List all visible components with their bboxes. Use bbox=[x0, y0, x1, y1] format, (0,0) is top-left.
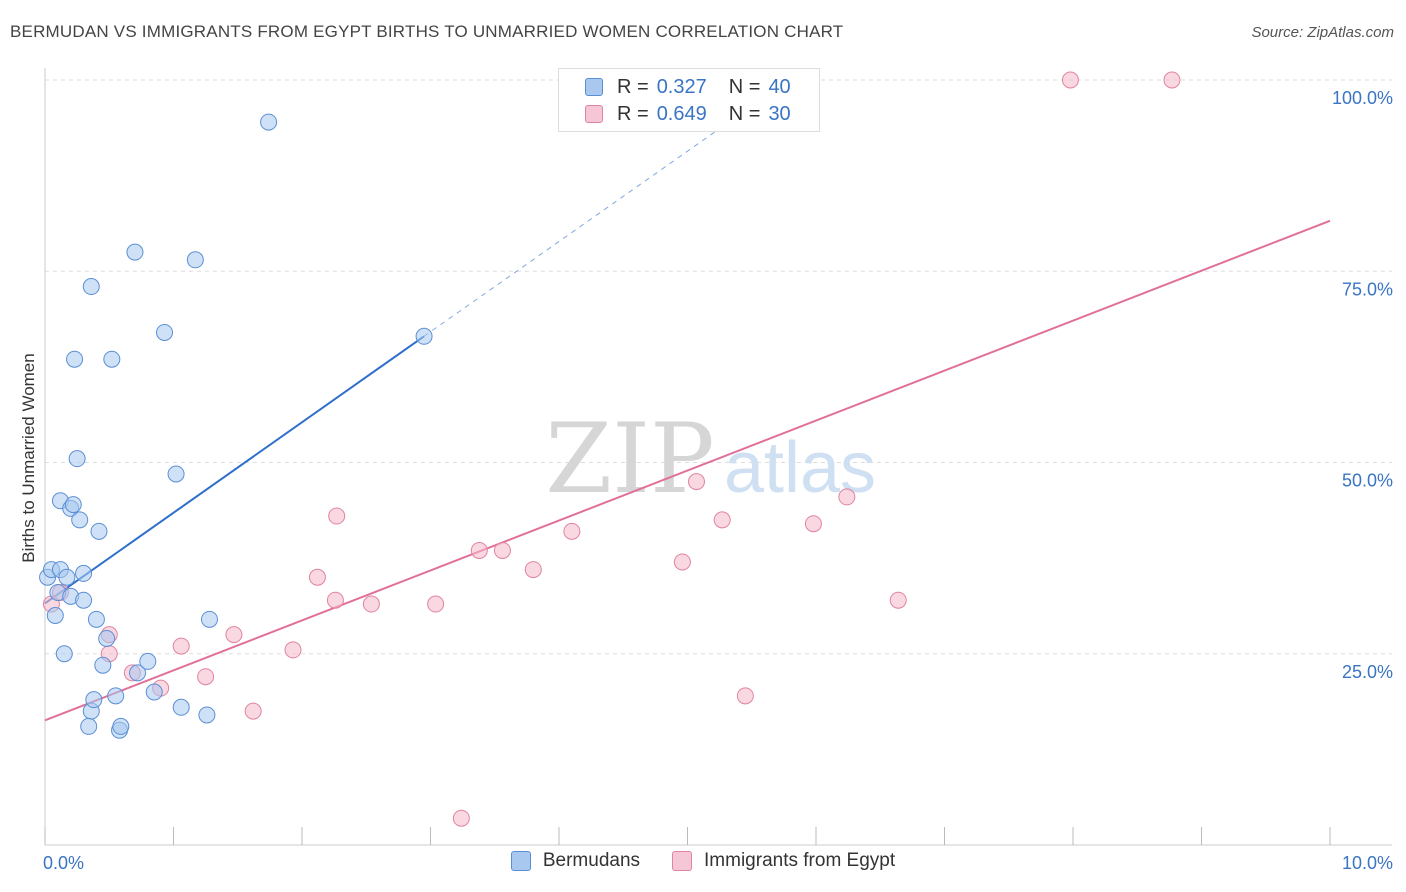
bermudan-point bbox=[198, 706, 216, 724]
egypt-point bbox=[889, 591, 907, 609]
bermudan-point bbox=[129, 664, 147, 682]
legend-label-egypt: Immigrants from Egypt bbox=[704, 850, 896, 871]
r-label: R = bbox=[617, 75, 649, 98]
pink-swatch bbox=[672, 851, 693, 871]
bermudan-point bbox=[80, 717, 98, 735]
egypt-point bbox=[326, 591, 344, 609]
x-tick-label: 10.0% bbox=[1342, 853, 1393, 873]
chart-title: BERMUDAN VS IMMIGRANTS FROM EGYPT BIRTHS… bbox=[10, 22, 844, 41]
bermudan-point bbox=[90, 522, 108, 540]
bermudan-point bbox=[82, 278, 100, 296]
bermudan-point bbox=[172, 698, 190, 716]
bermudan-point bbox=[156, 323, 174, 341]
stats-row-egypt: R = 0.649 N = 30 bbox=[585, 101, 791, 127]
bermudan-point bbox=[103, 350, 121, 368]
egypt-point bbox=[736, 687, 754, 705]
y-tick-label: 100.0% bbox=[1332, 88, 1393, 108]
egypt-point bbox=[673, 553, 691, 571]
egypt-point bbox=[687, 473, 705, 491]
bermudan-point bbox=[75, 564, 93, 582]
bermudan-trend-line bbox=[44, 335, 425, 605]
n-value: 30 bbox=[768, 102, 791, 125]
bermudan-point bbox=[55, 645, 73, 663]
bermudan-point bbox=[260, 113, 278, 131]
egypt-point bbox=[1163, 71, 1181, 89]
axis-labels: 25.0% 50.0% 75.0% 100.0% 0.0% 10.0% Births to … bbox=[19, 88, 1393, 873]
bermudan-point bbox=[87, 610, 105, 628]
stats-legend: R = 0.327 N = 40 R = 0.649 N = 30 bbox=[558, 68, 820, 132]
bermudan-point bbox=[415, 327, 433, 345]
egypt-point bbox=[470, 541, 488, 559]
n-label: N = bbox=[728, 75, 761, 98]
series-legend: Bermudans Immigrants from Egypt bbox=[0, 850, 1406, 872]
egypt-point bbox=[804, 515, 822, 533]
egypt-point bbox=[452, 809, 470, 827]
legend-item-egypt[interactable]: Immigrants from Egypt bbox=[672, 850, 895, 872]
bermudan-point bbox=[94, 656, 112, 674]
r-label: R = bbox=[617, 102, 649, 125]
egypt-trend-line bbox=[44, 219, 1331, 722]
r-value: 0.327 bbox=[656, 75, 707, 98]
watermark-zip: ZIP bbox=[545, 403, 714, 515]
legend-label-bermudans: Bermudans bbox=[542, 850, 641, 871]
bermudan-point bbox=[98, 629, 116, 647]
egypt-point bbox=[308, 568, 326, 586]
egypt-point bbox=[172, 637, 190, 655]
bermudan-point bbox=[145, 683, 163, 701]
bermudan-point bbox=[75, 591, 93, 609]
axes bbox=[44, 68, 1392, 846]
egypt-point bbox=[225, 626, 243, 644]
egypt-point bbox=[1061, 71, 1079, 89]
bermudan-point bbox=[85, 691, 103, 709]
bermudan-point bbox=[46, 607, 64, 624]
bermudan-point bbox=[139, 652, 157, 670]
bermudan-point bbox=[112, 717, 130, 735]
egypt-point bbox=[838, 488, 856, 506]
bermudan-point bbox=[58, 568, 76, 586]
egypt-point bbox=[493, 541, 511, 559]
egypt-point bbox=[244, 702, 262, 720]
bermudan-point bbox=[167, 465, 185, 483]
egypt-point bbox=[563, 522, 581, 540]
bermudan-point bbox=[107, 687, 125, 705]
bermudan-point bbox=[200, 610, 218, 628]
bermudan-point bbox=[64, 496, 82, 514]
stats-row-bermudans: R = 0.327 N = 40 bbox=[585, 74, 791, 100]
x-tick-label: 0.0% bbox=[43, 853, 84, 873]
bermudan-point bbox=[126, 243, 144, 261]
egypt-point bbox=[427, 595, 445, 613]
egypt-point bbox=[328, 507, 346, 525]
bermudan-point bbox=[186, 251, 204, 269]
trend-lines bbox=[44, 105, 1331, 722]
data-points bbox=[39, 71, 1181, 827]
watermark: ZIP atlas bbox=[545, 403, 876, 515]
egypt-point bbox=[197, 668, 215, 686]
r-value: 0.649 bbox=[656, 102, 707, 125]
y-tick-label: 50.0% bbox=[1342, 471, 1393, 491]
bermudan-point bbox=[68, 450, 86, 468]
bermudan-point bbox=[66, 350, 84, 368]
egypt-point bbox=[284, 641, 302, 659]
y-axis-label: Births to Unmarried Women bbox=[19, 353, 38, 562]
bermudan-point bbox=[71, 511, 89, 529]
egypt-point bbox=[713, 511, 731, 529]
gridlines bbox=[45, 79, 1392, 655]
n-label: N = bbox=[728, 102, 761, 125]
n-value: 40 bbox=[768, 75, 791, 98]
egypt-point bbox=[362, 595, 380, 613]
source-label: Source: ZipAtlas.com bbox=[1251, 24, 1394, 41]
blue-swatch bbox=[510, 851, 531, 871]
blue-swatch bbox=[585, 78, 603, 96]
legend-item-bermudans[interactable]: Bermudans bbox=[510, 850, 641, 872]
pink-swatch bbox=[585, 105, 603, 123]
egypt-point bbox=[524, 561, 542, 579]
y-tick-label: 75.0% bbox=[1342, 279, 1393, 299]
bermudan-trend-extension bbox=[423, 105, 753, 337]
y-tick-label: 25.0% bbox=[1342, 662, 1393, 682]
